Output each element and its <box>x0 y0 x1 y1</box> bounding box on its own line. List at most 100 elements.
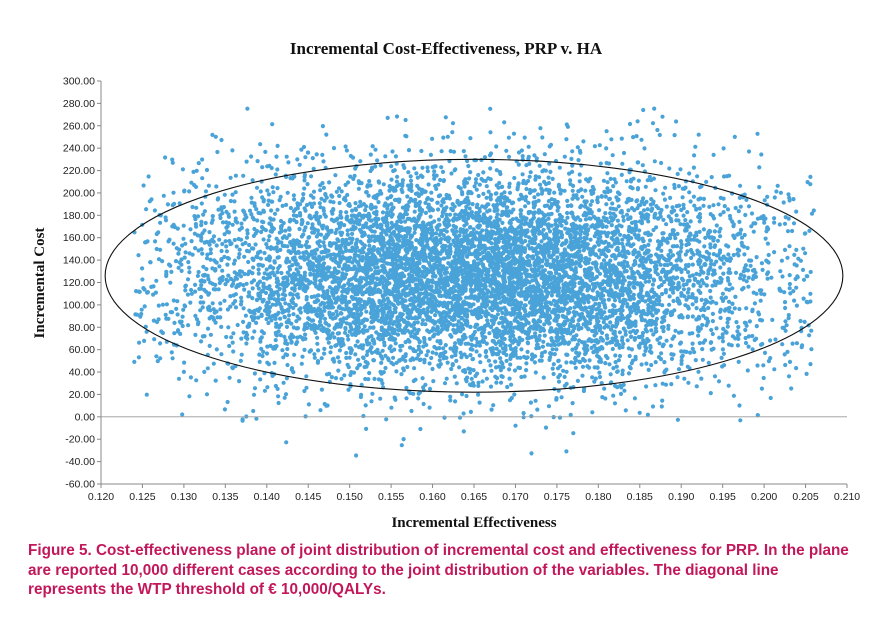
data-point <box>146 174 151 179</box>
data-point <box>351 370 357 375</box>
data-point <box>243 313 248 318</box>
data-point <box>337 348 342 353</box>
data-point <box>694 207 699 212</box>
data-point <box>692 234 697 239</box>
data-point <box>188 227 193 232</box>
data-point <box>477 353 482 358</box>
data-point <box>675 244 680 249</box>
data-point <box>625 314 630 320</box>
data-point <box>787 244 792 249</box>
data-point <box>727 267 732 272</box>
data-point <box>506 154 512 159</box>
data-point <box>241 306 246 311</box>
data-point <box>743 212 748 218</box>
data-point <box>701 270 706 275</box>
data-point <box>539 186 544 191</box>
data-point <box>714 301 719 306</box>
data-point <box>166 316 171 321</box>
data-point <box>724 330 729 335</box>
data-point <box>539 358 544 363</box>
data-point <box>190 204 195 210</box>
data-point <box>362 270 367 275</box>
data-point <box>746 344 751 349</box>
data-point <box>798 318 803 324</box>
data-point <box>467 176 472 181</box>
data-point <box>562 383 568 388</box>
data-point <box>176 265 181 270</box>
data-point <box>681 222 686 227</box>
data-point <box>729 343 734 348</box>
data-point <box>367 250 372 256</box>
data-point <box>219 137 224 143</box>
data-point <box>663 185 668 190</box>
data-point <box>272 211 278 216</box>
data-point <box>405 266 410 272</box>
data-point <box>417 339 422 344</box>
data-point <box>573 365 578 370</box>
data-point <box>199 201 204 206</box>
data-point <box>448 149 453 154</box>
data-point <box>333 376 339 381</box>
data-point <box>648 345 653 350</box>
data-point <box>488 384 494 389</box>
data-point <box>645 207 650 212</box>
data-point <box>375 223 380 228</box>
data-point <box>683 218 688 223</box>
data-point <box>251 246 256 251</box>
data-point <box>261 208 266 213</box>
data-point <box>532 188 537 193</box>
data-point <box>592 365 597 370</box>
data-point <box>637 228 642 233</box>
data-point <box>597 143 602 148</box>
data-point <box>251 392 257 397</box>
data-point <box>384 417 389 422</box>
data-point <box>698 284 703 289</box>
data-point <box>233 275 238 280</box>
data-point <box>353 201 358 206</box>
data-point <box>532 360 538 365</box>
data-point <box>441 135 446 140</box>
data-point <box>571 431 576 436</box>
data-point <box>203 220 208 226</box>
data-point <box>604 224 609 229</box>
data-point <box>358 203 364 208</box>
data-point <box>488 106 493 111</box>
data-point <box>696 132 701 137</box>
data-point <box>277 301 282 306</box>
data-point <box>523 238 528 244</box>
data-point <box>322 301 327 306</box>
data-point <box>464 379 469 384</box>
data-point <box>405 216 410 221</box>
data-point <box>463 180 468 185</box>
data-point <box>565 203 570 209</box>
data-point <box>187 189 192 194</box>
data-point <box>320 124 325 129</box>
data-point <box>390 149 395 154</box>
data-point <box>237 247 242 252</box>
data-point <box>234 244 239 249</box>
data-point <box>140 266 145 271</box>
data-point <box>606 297 612 302</box>
data-point <box>313 251 318 256</box>
data-point <box>468 353 473 358</box>
data-point <box>620 338 625 343</box>
data-point <box>465 239 470 244</box>
data-point <box>430 366 435 372</box>
data-point <box>315 335 320 340</box>
data-point <box>345 192 350 198</box>
data-point <box>375 304 380 310</box>
data-point <box>463 154 468 159</box>
data-point <box>511 131 517 136</box>
data-point <box>710 283 715 288</box>
data-point <box>526 178 531 184</box>
chart-title: Incremental Cost-Effectiveness, PRP v. H… <box>290 39 603 58</box>
data-point <box>274 154 279 159</box>
data-point <box>311 166 316 171</box>
data-point <box>220 268 225 273</box>
data-point <box>673 236 678 241</box>
data-point <box>208 332 213 337</box>
data-point <box>709 327 714 333</box>
data-point <box>477 182 482 187</box>
data-point <box>497 339 502 344</box>
data-point <box>244 341 249 346</box>
